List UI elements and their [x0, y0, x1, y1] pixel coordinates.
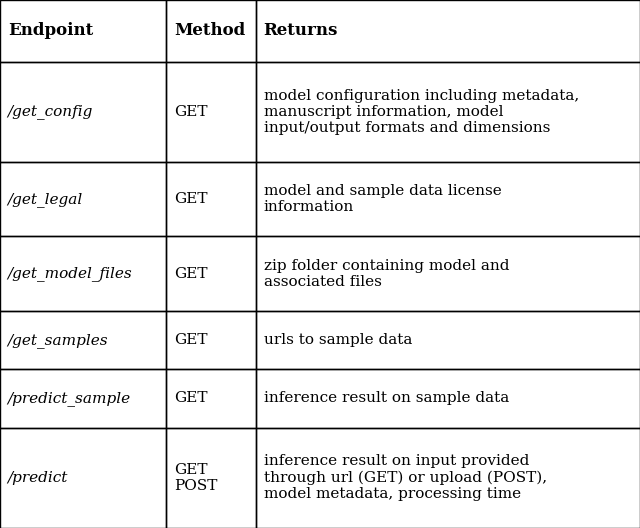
Bar — [256, 311, 640, 369]
Text: /get_samples: /get_samples — [8, 333, 108, 347]
Text: GET
POST: GET POST — [174, 463, 218, 493]
Text: GET: GET — [174, 192, 207, 206]
Bar — [166, 62, 256, 162]
Text: inference result on sample data: inference result on sample data — [264, 391, 509, 406]
Bar — [256, 162, 640, 237]
Text: /predict_sample: /predict_sample — [8, 391, 131, 406]
Bar — [166, 428, 256, 528]
Bar — [256, 62, 640, 162]
Text: GET: GET — [174, 333, 207, 347]
Bar — [256, 237, 640, 311]
Bar — [0, 369, 166, 428]
Bar — [256, 428, 640, 528]
Text: model configuration including metadata,
manuscript information, model
input/outp: model configuration including metadata, … — [264, 89, 579, 135]
Text: model and sample data license
information: model and sample data license informatio… — [264, 184, 501, 214]
Bar — [0, 311, 166, 369]
Bar — [166, 162, 256, 237]
Bar — [256, 0, 640, 62]
Text: inference result on input provided
through url (GET) or upload (POST),
model met: inference result on input provided throu… — [264, 455, 547, 501]
Text: /predict: /predict — [8, 471, 68, 485]
Bar — [166, 311, 256, 369]
Bar — [0, 237, 166, 311]
Bar — [0, 62, 166, 162]
Text: GET: GET — [174, 267, 207, 281]
Text: GET: GET — [174, 391, 207, 406]
Text: /get_config: /get_config — [8, 105, 93, 119]
Text: /get_legal: /get_legal — [8, 192, 83, 206]
Bar — [166, 0, 256, 62]
Bar — [0, 428, 166, 528]
Text: zip folder containing model and
associated files: zip folder containing model and associat… — [264, 259, 509, 289]
Text: Returns: Returns — [264, 22, 338, 39]
Text: Endpoint: Endpoint — [8, 22, 93, 39]
Bar — [0, 0, 166, 62]
Bar — [166, 369, 256, 428]
Text: GET: GET — [174, 105, 207, 119]
Text: /get_model_files: /get_model_files — [8, 266, 132, 281]
Bar — [0, 162, 166, 237]
Text: Method: Method — [174, 22, 245, 39]
Bar — [256, 369, 640, 428]
Text: urls to sample data: urls to sample data — [264, 333, 412, 347]
Bar — [166, 237, 256, 311]
